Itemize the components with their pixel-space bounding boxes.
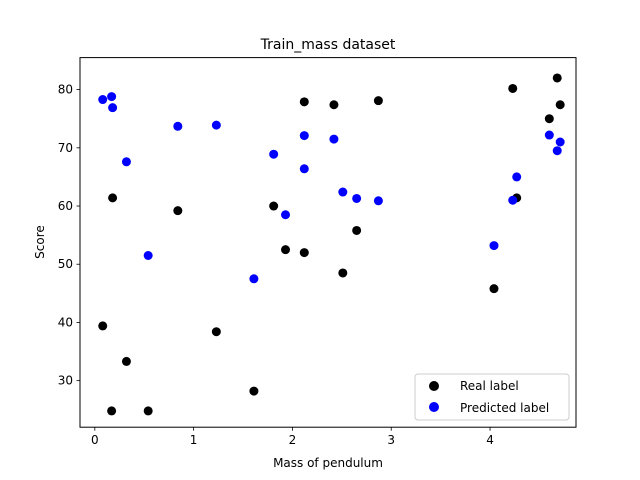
- legend-box: [414, 373, 570, 421]
- predicted-label-point-11: [299, 164, 309, 174]
- predicted-label-point-4: [143, 251, 153, 260]
- predicted-label-point-20: [552, 146, 562, 156]
- real-label-point-21: [555, 100, 565, 110]
- real-label-point-19: [544, 114, 554, 124]
- predicted-label-point-12: [329, 134, 339, 144]
- predicted-label-point-15: [373, 196, 383, 206]
- real-label-point-14: [352, 225, 362, 235]
- x-tick-label-0: 0: [91, 433, 99, 447]
- real-label-point-12: [329, 100, 339, 110]
- real-label-point-1: [107, 406, 117, 416]
- x-tick-label-1: 1: [190, 433, 198, 447]
- x-tick-label-2: 2: [289, 433, 297, 447]
- x-tick-label-3: 3: [387, 433, 395, 447]
- real-label-point-17: [508, 83, 518, 93]
- real-label-point-0: [98, 321, 108, 331]
- x-axis-title: Mass of pendulum: [273, 456, 383, 470]
- predicted-label-point-7: [249, 274, 259, 284]
- ticks-layer: 0 1 2 3 4 30 40 50 60 70 80: [58, 83, 494, 448]
- predicted-label-point-0: [98, 95, 108, 105]
- predicted-label-point-8: [269, 149, 279, 159]
- predicted-label-point-18: [512, 172, 522, 182]
- predicted-label-point-2: [108, 103, 118, 113]
- predicted-label-point-16: [489, 241, 499, 251]
- x-tick-label-4: 4: [486, 433, 494, 447]
- real-label-point-15: [373, 96, 383, 106]
- legend-marker-real: [429, 381, 439, 391]
- real-label-point-6: [211, 327, 221, 337]
- predicted-label-point-14: [352, 193, 362, 203]
- real-label-point-4: [143, 406, 153, 416]
- real-label-point-2: [108, 193, 118, 203]
- real-label-point-13: [338, 268, 348, 278]
- predicted-label-point-5: [173, 121, 183, 131]
- y-tick-label-70: 70: [58, 141, 73, 155]
- legend: Real label Predicted label: [414, 373, 570, 421]
- points-layer: [98, 73, 565, 416]
- predicted-label-point-9: [281, 210, 291, 220]
- y-axis-title: Score: [33, 225, 47, 259]
- real-label-point-16: [489, 284, 499, 294]
- predicted-label-point-1: [107, 92, 117, 102]
- y-tick-label-60: 60: [58, 199, 73, 213]
- predicted-label-point-13: [338, 187, 348, 197]
- legend-marker-predicted: [429, 402, 439, 412]
- y-tick-label-30: 30: [58, 374, 73, 388]
- predicted-label-point-3: [121, 157, 131, 167]
- real-label-point-10: [299, 97, 309, 107]
- y-tick-label-40: 40: [58, 315, 73, 329]
- real-label-point-3: [121, 356, 131, 366]
- real-label-point-5: [173, 206, 183, 216]
- predicted-label-point-17: [508, 195, 518, 205]
- real-label-point-8: [269, 201, 279, 211]
- predicted-label-point-10: [299, 131, 309, 141]
- predicted-label-point-19: [544, 130, 554, 140]
- legend-label-real: Real label: [460, 379, 519, 393]
- y-tick-label-50: 50: [58, 257, 73, 271]
- real-label-point-7: [249, 386, 259, 396]
- y-tick-label-80: 80: [58, 83, 73, 97]
- predicted-label-point-21: [555, 137, 565, 147]
- real-label-point-20: [552, 73, 562, 83]
- real-label-point-11: [299, 248, 309, 258]
- predicted-label-point-6: [211, 120, 221, 130]
- real-label-point-9: [281, 245, 291, 255]
- legend-label-predicted: Predicted label: [460, 401, 549, 415]
- chart-title: Train_mass dataset: [260, 37, 396, 53]
- plot-frame: [79, 57, 577, 428]
